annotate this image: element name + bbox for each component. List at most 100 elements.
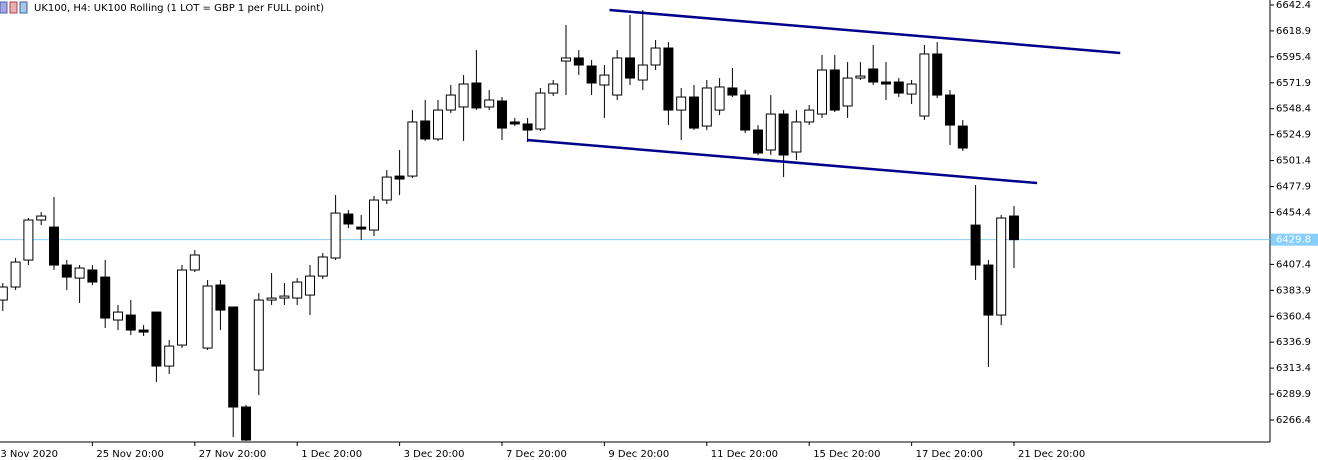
y-tick-label: 6407.4 (1276, 259, 1311, 270)
candle-body (433, 109, 443, 140)
trendline (526, 138, 1038, 185)
icon (0, 1, 8, 14)
x-tick-label: 17 Dec 20:00 (916, 449, 983, 460)
chart-title: UK100, H4: UK100 Rolling (1 LOT = GBP 1 … (34, 3, 324, 14)
trendline (609, 8, 1121, 55)
candle-body (625, 57, 635, 79)
candle-body (791, 121, 802, 153)
candle-body (177, 269, 187, 346)
candle-body (100, 276, 111, 319)
candle-body (548, 83, 559, 94)
candle-body (868, 68, 879, 83)
y-tick-label: 6336.9 (1276, 337, 1311, 348)
candle-body (23, 219, 34, 261)
candle-body (381, 176, 392, 201)
candle-body (113, 311, 123, 321)
candle-body (701, 87, 712, 127)
candle-body (215, 284, 226, 311)
x-tick-label: 7 Dec 20:00 (506, 449, 567, 460)
candle-body (279, 295, 290, 299)
y-tick-label: 6524.9 (1276, 130, 1311, 141)
candle-body (497, 100, 507, 129)
candle-body (945, 94, 955, 126)
candle-body (471, 82, 482, 109)
candle-body (676, 96, 687, 111)
candle-body (36, 215, 47, 221)
candle-body (330, 212, 341, 259)
candle-body (151, 311, 162, 367)
candle-body (586, 65, 597, 84)
candle-body (292, 281, 303, 299)
candle-body (599, 74, 610, 86)
y-tick-label: 6266.4 (1276, 415, 1311, 426)
candle-body (855, 75, 866, 79)
candle-body (10, 261, 21, 288)
candle-body (202, 285, 213, 349)
current-price-box (1271, 233, 1318, 246)
x-tick-label: 9 Dec 20:00 (608, 449, 669, 460)
icon (9, 1, 18, 14)
candle-body (817, 69, 827, 115)
candle-body (842, 77, 853, 107)
y-tick-label: 6383.9 (1276, 285, 1311, 296)
candle-body (458, 83, 469, 108)
y-tick-label: 6454.4 (1276, 208, 1311, 219)
y-tick-label: 6595.4 (1276, 52, 1311, 63)
candle-body (957, 125, 968, 149)
candle-body (765, 113, 776, 151)
candle-body (445, 94, 456, 111)
candle-body (253, 299, 264, 371)
candle-body (906, 83, 917, 95)
y-tick-label: 6360.4 (1276, 311, 1311, 322)
candle-body (522, 123, 533, 131)
y-tick-label: 6571.9 (1276, 78, 1311, 89)
candle-body (343, 213, 354, 225)
icon (19, 1, 28, 14)
candle-body (305, 275, 315, 296)
candle-body (241, 406, 251, 441)
candle-body (753, 129, 763, 154)
y-tick-label: 6642.4 (1276, 0, 1311, 11)
candle-body (689, 96, 699, 129)
x-tick-label: 21 Dec 20:00 (1018, 449, 1085, 460)
current-price-label: 6429.8 (1276, 235, 1311, 246)
candle-body (804, 109, 815, 123)
candle-body (983, 264, 994, 316)
candle-body (394, 175, 405, 180)
x-tick-label: 11 Dec 20:00 (711, 449, 778, 460)
candle-body (87, 269, 98, 283)
candle-body (164, 345, 175, 367)
candle-body (125, 314, 136, 331)
candle-body (61, 264, 72, 278)
candle-body (932, 53, 943, 96)
x-tick-label: 23 Nov 2020 (0, 449, 58, 460)
x-tick-label: 1 Dec 20:00 (301, 449, 362, 460)
candle-body (1009, 215, 1019, 241)
candle-body (573, 57, 584, 66)
candle-body (484, 99, 495, 108)
candle-body (714, 86, 725, 111)
candle-body (637, 64, 648, 81)
candle-body (740, 94, 751, 131)
candle-body (893, 81, 904, 94)
candle-body (727, 87, 738, 96)
candle-body (0, 286, 8, 301)
candle-body (561, 57, 571, 62)
candle-body (996, 217, 1007, 316)
candle-body (138, 329, 149, 333)
candle-body (369, 199, 379, 231)
y-tick-label: 6477.9 (1276, 182, 1311, 193)
candle-body (919, 53, 930, 117)
x-tick-label: 3 Dec 20:00 (404, 449, 465, 460)
candle-body (535, 92, 546, 130)
y-tick-label: 6548.4 (1276, 104, 1311, 115)
y-tick-label: 6618.9 (1276, 26, 1311, 37)
y-tick-label: 6289.9 (1276, 389, 1311, 400)
candle-body (612, 57, 623, 96)
header-icons (0, 1, 28, 14)
candle-body (228, 306, 239, 408)
candle-body (189, 254, 200, 271)
candle-body (74, 267, 85, 279)
